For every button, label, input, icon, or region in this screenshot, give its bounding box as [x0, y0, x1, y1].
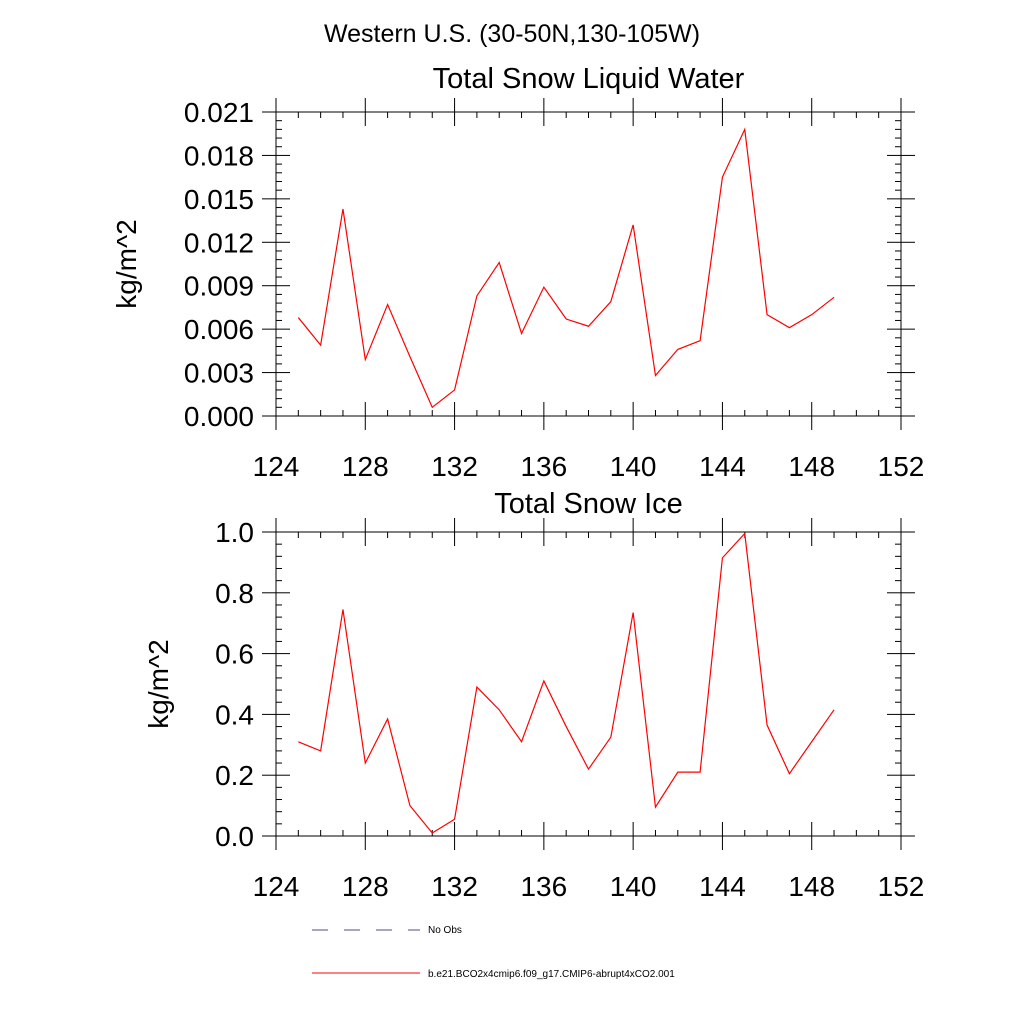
x-tick-label: 152 [878, 451, 925, 482]
x-tick-label: 132 [431, 451, 478, 482]
y-tick-label: 0.006 [184, 314, 254, 345]
x-tick-label: 132 [431, 871, 478, 902]
panel-title: Total Snow Liquid Water [433, 63, 745, 95]
y-tick-label: 0.021 [184, 97, 254, 128]
legend-label-model-run: b.e21.BCO2x4cmip6.f09_g17.CMIP6-abrupt4x… [428, 969, 675, 980]
y-tick-label: 0.6 [215, 639, 254, 670]
series-line [297, 127, 835, 409]
y-tick-label: 0.8 [215, 578, 254, 609]
legend: No Obs b.e21.BCO2x4cmip6.f09_g17.CMIP6-a… [312, 925, 675, 980]
x-tick-label: 140 [610, 451, 657, 482]
y-tick-label: 0.0 [215, 821, 254, 852]
x-tick-label: 124 [253, 871, 300, 902]
panel-title: Total Snow Ice [494, 488, 683, 520]
y-tick-label: 0.009 [184, 271, 254, 302]
x-tick-label: 152 [878, 871, 925, 902]
y-tick-label: 0.2 [215, 760, 254, 791]
x-tick-label: 136 [520, 451, 567, 482]
y-tick-label: 0.003 [184, 358, 254, 389]
y-tick-label: 0.015 [184, 184, 254, 215]
y-axis-label: kg/m^2 [143, 639, 174, 728]
x-tick-label: 148 [788, 451, 835, 482]
y-axis-label: kg/m^2 [111, 219, 142, 308]
panel-snow-liquid-water: Total Snow Liquid Water kg/m^2 124 128 132 13… [111, 63, 924, 482]
x-tick-label: 144 [699, 451, 746, 482]
plot-frame [275, 111, 902, 417]
x-tick-label: 128 [342, 451, 389, 482]
figure-suptitle: Western U.S. (30-50N,130-105W) [324, 20, 700, 48]
x-tick-label: 144 [699, 871, 746, 902]
y-tick-label: 1.0 [215, 517, 254, 548]
panel-snow-ice: Total Snow Ice kg/m^2 124 128 132 136 140 144 14… [143, 488, 924, 902]
y-tick-label: 0.018 [184, 140, 254, 171]
y-tick-label: 0.4 [215, 699, 254, 730]
y-tick-label: 0.012 [184, 227, 254, 258]
y-tick-label: 0.000 [184, 401, 254, 432]
x-tick-label: 124 [253, 451, 300, 482]
x-tick-label: 148 [788, 871, 835, 902]
plot-frame [275, 531, 902, 837]
x-tick-label: 140 [610, 871, 657, 902]
legend-label-no-obs: No Obs [428, 925, 462, 936]
x-tick-label: 136 [520, 871, 567, 902]
x-tick-label: 128 [342, 871, 389, 902]
series-line [298, 532, 835, 834]
